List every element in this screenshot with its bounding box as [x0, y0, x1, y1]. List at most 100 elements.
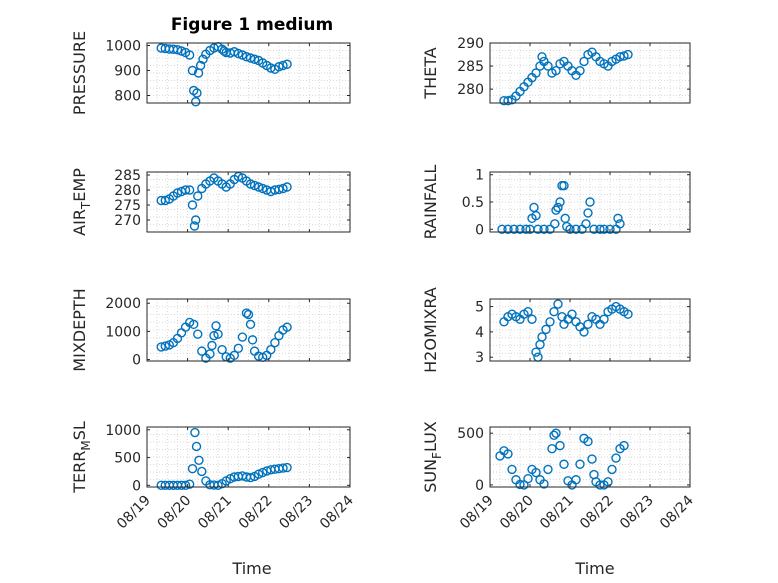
data-series [156, 42, 292, 107]
data-point [237, 332, 248, 342]
data-point [579, 327, 589, 337]
data-point [282, 322, 292, 332]
y-axis-label: PRESSURE [70, 31, 89, 115]
data-point [172, 45, 183, 55]
data-point [274, 184, 284, 195]
axes-box [146, 42, 351, 104]
y-tick-label: 500 [457, 426, 484, 442]
data-point [266, 345, 276, 355]
data-point [619, 440, 629, 451]
data-point [245, 179, 256, 189]
data-point [180, 185, 191, 195]
data-point [583, 208, 593, 218]
data-point [172, 188, 183, 198]
data-point [241, 52, 252, 62]
data-point [607, 464, 617, 475]
data-point [188, 319, 199, 330]
y-tick-label: 0.5 [462, 195, 484, 211]
data-point [193, 191, 203, 201]
data-point [541, 324, 551, 335]
data-point [180, 480, 191, 491]
data-point [198, 54, 208, 64]
data-point [531, 347, 541, 357]
data-point [559, 459, 569, 469]
data-point [623, 309, 633, 319]
data-series [495, 428, 629, 490]
data-point [551, 65, 561, 76]
y-axis-label: THETA [421, 47, 440, 99]
y-axis-label: AIRTEMP [70, 168, 93, 236]
data-point [503, 224, 513, 234]
data-point [605, 224, 615, 234]
y-tick-label: 280 [114, 183, 141, 199]
data-point [274, 62, 284, 72]
data-point [549, 430, 559, 440]
data-point [509, 224, 519, 234]
data-series [156, 427, 292, 491]
data-point [229, 350, 239, 361]
data-point [194, 455, 204, 466]
axes-box [489, 298, 691, 362]
data-point [270, 337, 280, 348]
data-point [219, 46, 229, 56]
data-point [599, 314, 609, 324]
data-point [553, 299, 563, 309]
axes-box [146, 171, 351, 233]
data-point [613, 213, 623, 224]
data-point [213, 329, 223, 339]
data-point [187, 65, 198, 76]
data-point [545, 224, 555, 234]
data-point [243, 309, 254, 320]
data-point [249, 180, 260, 191]
data-point [531, 210, 541, 221]
x-axis-label-left: Time [231, 559, 271, 578]
y-tick-label: 500 [114, 451, 141, 467]
data-point [623, 49, 633, 60]
y-tick-label: 0 [132, 478, 141, 494]
subplot-rainfall: 0 0.5 1 RAINFALL [421, 165, 691, 240]
y-tick-label: 1000 [105, 39, 141, 55]
data-point [282, 182, 292, 192]
y-axis-label: TERRMSL [70, 421, 93, 494]
y-tick-label: 4 [475, 325, 484, 341]
data-point [160, 195, 170, 206]
data-series [497, 180, 625, 234]
data-point [176, 46, 187, 56]
data-point [583, 319, 593, 330]
axes-box [146, 298, 351, 362]
data-point [527, 314, 537, 324]
data-point [184, 50, 195, 60]
data-point [187, 200, 198, 210]
y-axis-label: RAINFALL [421, 165, 440, 240]
data-point [543, 464, 553, 475]
data-point [595, 224, 605, 234]
y-tick-label: 1000 [105, 324, 141, 340]
subplot-mixdepth: 0 1000 2000 MIXDEPTH [70, 288, 351, 372]
y-tick-label: 285 [114, 168, 141, 184]
data-point [515, 479, 525, 490]
data-point [523, 474, 533, 484]
data-point [550, 219, 560, 229]
data-point [559, 180, 569, 191]
data-point [507, 464, 517, 475]
data-point [539, 479, 549, 489]
data-series [156, 308, 292, 363]
data-point [187, 463, 198, 474]
data-point [547, 444, 557, 454]
data-point [575, 65, 585, 76]
data-point [245, 53, 256, 63]
data-point [247, 335, 258, 345]
data-point [191, 97, 201, 107]
data-point [278, 183, 288, 194]
data-point [503, 449, 513, 459]
y-tick-label: 1 [475, 168, 484, 184]
data-point [555, 197, 565, 207]
data-point [587, 454, 597, 464]
data-point [575, 459, 585, 469]
data-point [571, 224, 581, 234]
y-tick-label: 900 [114, 64, 141, 80]
y-tick-label: 1000 [105, 423, 141, 439]
data-point [551, 205, 561, 215]
